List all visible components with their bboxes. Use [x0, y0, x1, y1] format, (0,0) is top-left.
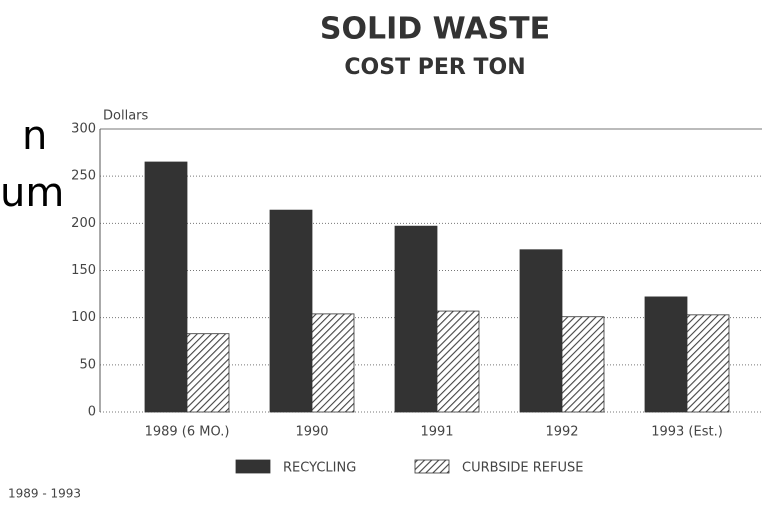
bar [561, 316, 605, 413]
x-tick-label: 1991 [420, 425, 453, 440]
bar [269, 209, 313, 413]
side-text: n [22, 113, 47, 159]
y-tick-label: 50 [79, 357, 96, 372]
y-tick-label: 0 [88, 405, 96, 420]
legend-swatch [414, 459, 450, 474]
y-tick-label: 300 [71, 122, 96, 137]
y-tick-label: 200 [71, 216, 96, 231]
bar [436, 310, 480, 413]
y-tick-label: 150 [71, 263, 96, 278]
footnote: 1989 - 1993 [8, 487, 81, 501]
x-tick-label: 1990 [295, 425, 328, 440]
bar [311, 313, 355, 413]
bar [394, 225, 438, 413]
bar [519, 249, 563, 413]
legend-label: CURBSIDE REFUSE [462, 461, 583, 476]
y-tick-label: 100 [71, 310, 96, 325]
bar [686, 314, 730, 413]
x-tick-label: 1993 (Est.) [651, 425, 723, 440]
chart-title: SOLID WASTE [320, 12, 550, 47]
legend-label: RECYCLING [283, 461, 356, 476]
x-tick-label: 1992 [545, 425, 578, 440]
y-tick-label: 250 [71, 169, 96, 184]
chart-subtitle: COST PER TON [344, 55, 525, 80]
bar [644, 296, 688, 413]
x-tick-label: 1989 (6 MO.) [145, 425, 230, 440]
bar [186, 333, 230, 413]
y-axis-label: Dollars [103, 109, 148, 124]
bar [144, 161, 188, 413]
legend-swatch [235, 459, 271, 474]
side-text: um [0, 170, 64, 216]
